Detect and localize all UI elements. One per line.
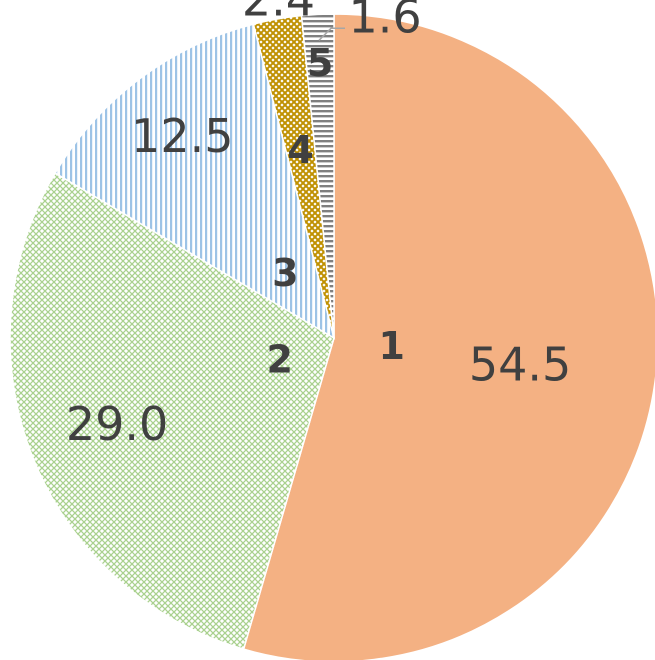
value-label-2: 29.0 — [66, 397, 168, 451]
category-label-5: 5 — [307, 41, 333, 85]
pie-slice-3 — [54, 23, 336, 340]
category-label-4: 4 — [287, 128, 313, 172]
value-label-3: 12.5 — [131, 109, 233, 163]
value-label-1: 54.5 — [469, 337, 571, 391]
pie-slice-5 — [300, 13, 335, 339]
value-label-5: 1.6 — [348, 0, 421, 43]
category-label-2: 2 — [267, 337, 293, 381]
category-label-1: 1 — [379, 324, 405, 368]
pie-slice-2 — [9, 172, 335, 651]
value-label-4: 2.4 — [242, 0, 315, 26]
category-label-3: 3 — [272, 251, 298, 295]
leader-line-5 — [318, 27, 346, 41]
